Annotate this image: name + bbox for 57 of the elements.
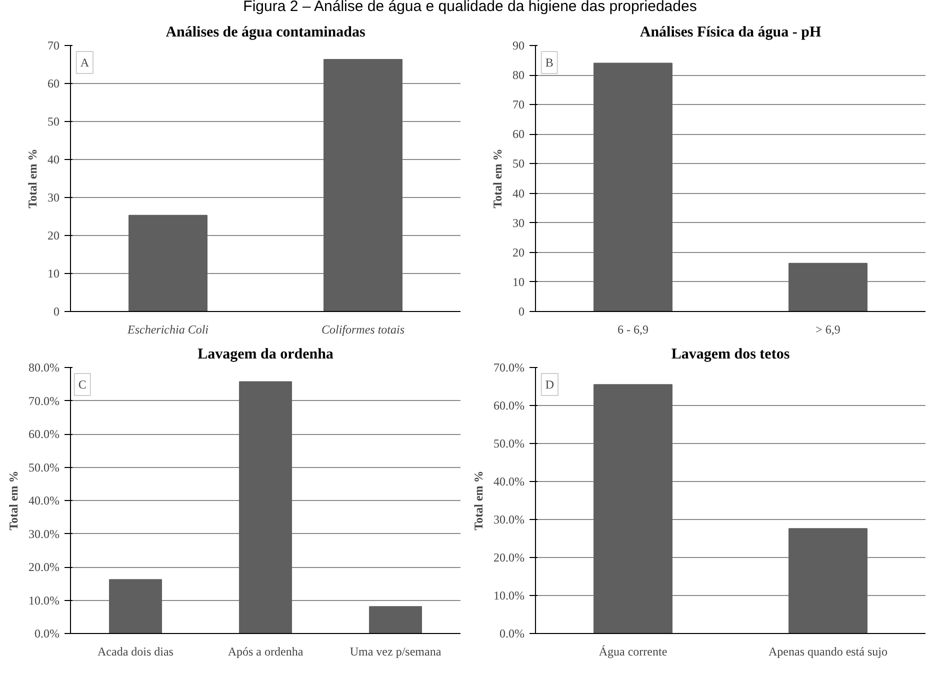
y-axis-title: Total em % (26, 148, 40, 208)
y-tick-label: 10 (512, 274, 524, 289)
y-tick-label: 70 (48, 38, 60, 52)
chart-title: Análises Física da água - pH (640, 24, 822, 40)
y-tick-label: 50 (48, 114, 60, 128)
chart-title: Lavagem dos tetos (671, 346, 790, 362)
y-tick-label: 60 (48, 76, 60, 90)
y-axis-title: Total em % (472, 470, 486, 530)
x-tick-label: Coliformes totais (321, 322, 405, 336)
y-tick-label: 50 (512, 156, 524, 171)
y-tick-label: 20 (512, 245, 524, 260)
y-tick-label: 40.0% (28, 494, 60, 508)
x-tick-label: Água corrente (598, 644, 668, 658)
x-tick-label: Apenas quando está sujo (768, 644, 888, 658)
y-tick-label: 60 (512, 127, 524, 142)
x-tick-label: Uma vez p/semana (350, 644, 442, 658)
chart-title: Análises de água contaminadas (166, 24, 366, 40)
y-tick-label: 50.0% (494, 436, 525, 450)
y-tick-label: 0 (518, 304, 524, 318)
y-tick-label: 20.0% (494, 550, 525, 564)
y-tick-label: 10 (48, 266, 60, 280)
y-tick-label: 50.0% (28, 460, 60, 474)
y-tick-label: 30 (512, 216, 524, 230)
y-tick-label: 0.0% (34, 626, 60, 640)
y-tick-label: 70 (512, 98, 524, 112)
x-tick-label: Acada dois dias (98, 644, 174, 658)
y-axis-title: Total em % (490, 148, 504, 208)
y-tick-label: 20.0% (28, 560, 60, 574)
y-axis-title: Total em % (6, 470, 21, 530)
y-tick-label: 40 (512, 186, 524, 200)
y-tick-label: 40.0% (494, 474, 525, 488)
y-tick-label: 70.0% (494, 360, 525, 374)
x-tick-label: 6 - 6,9 (618, 322, 648, 336)
x-tick-label: > 6,9 (816, 322, 840, 336)
y-tick-label: 0.0% (500, 626, 525, 640)
y-tick-label: 30.0% (494, 512, 525, 526)
y-tick-label: 30.0% (28, 526, 60, 541)
y-tick-label: 0 (54, 304, 60, 318)
y-tick-label: 60.0% (494, 398, 525, 412)
annotation: C (78, 378, 86, 392)
y-tick-label: 80.0% (28, 360, 60, 374)
annotation: D (545, 378, 554, 392)
chart-title: Lavagem da ordenha (198, 346, 334, 362)
y-tick-label: 20 (48, 228, 60, 242)
y-tick-label: 90 (512, 38, 524, 52)
y-tick-label: 70.0% (28, 394, 60, 408)
text: Figura 2 – Análise de água e qualidade da higiene das propriedades (243, 0, 697, 17)
y-tick-label: 10.0% (494, 588, 525, 602)
y-tick-label: 40 (48, 152, 60, 166)
x-tick-label: Após a ordenha (228, 644, 304, 658)
annotation: B (545, 56, 554, 70)
y-tick-label: 10.0% (28, 593, 60, 608)
y-tick-label: 60.0% (28, 427, 60, 441)
x-tick-label: Escherichia Coli (126, 322, 209, 336)
y-tick-label: 80 (512, 68, 524, 82)
annotation: A (80, 56, 90, 70)
y-tick-label: 30 (48, 190, 60, 204)
